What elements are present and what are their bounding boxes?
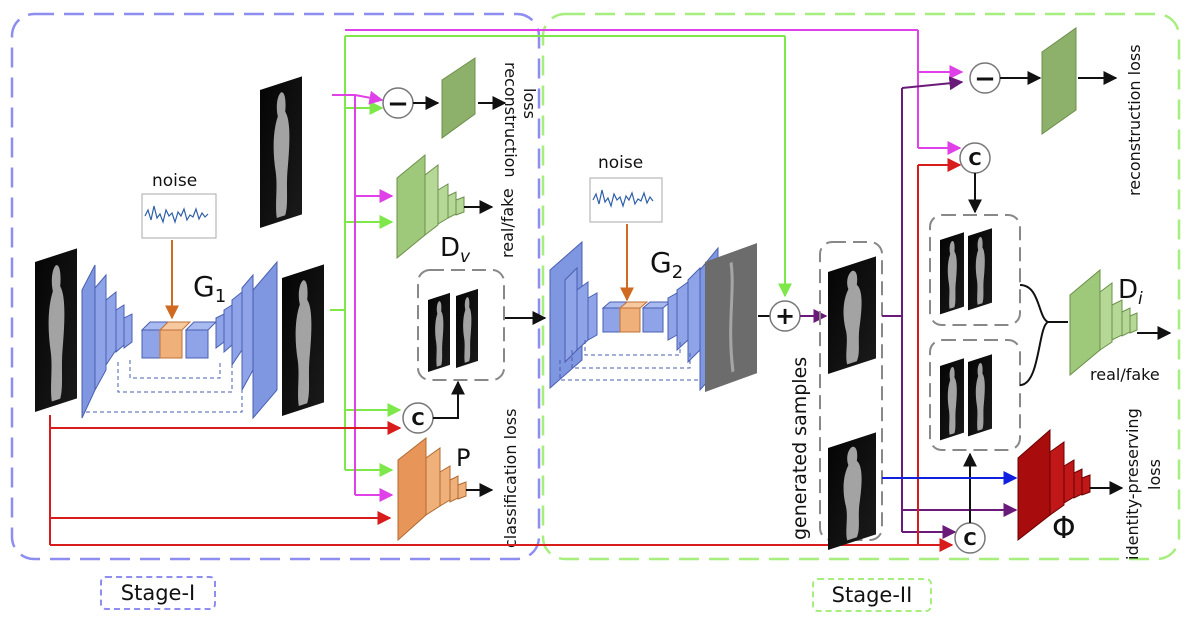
svg-text:C: C [963,529,976,550]
generated-sample-image [828,256,876,374]
real-fake-label-2: real/fake [1090,365,1160,384]
generated-samples-label: generated samples [789,357,811,540]
real-image-top [260,76,302,229]
image-pair-box-2 [929,214,1021,326]
image-pair-box-3 [929,339,1021,451]
recon-map-1 [441,57,476,139]
g1-output-image [282,264,324,416]
g1-label: G1 [193,270,226,307]
svg-text:−: − [974,64,996,94]
identity-loss-label: identity-preserving [1123,408,1142,560]
noise-label-1: noise [152,171,197,191]
noise-label-2: noise [598,153,643,173]
classifier-p [397,436,467,542]
recon-loss-2: reconstruction loss [1125,44,1144,196]
stage1-region [10,12,541,561]
input-image [35,248,77,412]
stage1-label: Stage-I [100,576,216,610]
svg-text:C: C [968,149,981,170]
svg-text:−: − [387,89,409,119]
stage2-label: Stage-II [812,578,932,612]
real-fake-label-1: real/fake [498,188,517,258]
identity-network-phi [1017,428,1091,542]
svg-text:C: C [411,409,424,430]
noise-plot-1 [141,193,217,239]
classification-loss-label: classification loss [501,409,520,548]
g2-label: G2 [650,246,683,283]
real-sample-image [828,432,876,550]
discriminator-di [1069,268,1138,377]
stage2-region [541,12,1181,561]
svg-text:+: + [775,302,795,330]
generator-g2 [549,240,719,392]
discriminator-dv [396,153,465,260]
dv-label: Dv [440,233,471,267]
svg-text:loss: loss [520,88,539,119]
phi-label: Φ [1052,511,1076,546]
noise-plot-2 [589,177,663,223]
svg-text:loss: loss [1145,459,1164,490]
recon-map-2 [1041,27,1077,135]
image-pair-box-1 [417,269,505,381]
p-label: P [456,444,470,472]
recon-loss-1: reconstruction [501,62,520,178]
g2-residual-image [705,243,757,392]
di-label: Di [1118,275,1143,309]
generator-g1 [81,260,278,420]
